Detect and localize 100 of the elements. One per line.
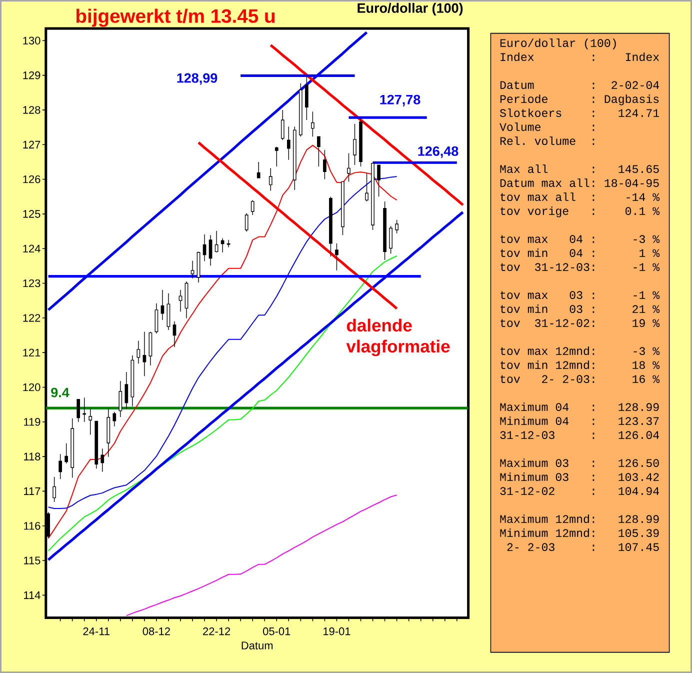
y-tick-label: 127 <box>23 140 40 148</box>
candlestick <box>100 448 104 472</box>
candlestick <box>389 226 392 254</box>
candlestick <box>124 372 128 410</box>
candlestick <box>130 354 134 407</box>
candlestick <box>299 82 302 137</box>
candlestick <box>226 240 230 248</box>
candlestick <box>395 219 398 234</box>
candlestick <box>160 289 164 320</box>
text: 31-12-02 : 104.94 <box>500 487 660 496</box>
candlestick <box>341 181 344 236</box>
candlestick <box>190 260 194 279</box>
candlestick <box>196 251 200 283</box>
candlestick <box>52 476 56 502</box>
candlestick <box>112 411 116 427</box>
candlestick <box>383 201 386 260</box>
candlestick <box>292 126 296 190</box>
text: Datum max all: 18-04-95 <box>500 178 659 188</box>
text: tov min 03 : 21 % <box>500 304 660 314</box>
candlestick <box>305 75 308 120</box>
text: Rel. volume : <box>500 136 594 146</box>
candlestick <box>365 173 368 202</box>
line-series <box>47 210 464 562</box>
y-tick-label: 114 <box>24 591 40 599</box>
text: tov 31-12-02: 19 % <box>500 319 660 328</box>
candlestick <box>268 168 272 192</box>
candlestick <box>214 230 218 253</box>
text: Maximum 04 : 128.99 <box>500 402 659 412</box>
annotation: dalende vlagformatie <box>346 318 450 356</box>
text: tov 2- 2-03: 16 % <box>500 375 660 384</box>
candlestick <box>202 234 206 262</box>
annotation: 127,78 <box>380 94 420 106</box>
x-axis-title: Datum <box>242 642 273 650</box>
candlestick <box>58 454 62 480</box>
x-tick-label: 05-01 <box>262 627 290 636</box>
text: Minimum 12mnd: 105.39 <box>500 528 659 538</box>
candlestick <box>377 164 380 197</box>
y-tick-label: 117 <box>24 487 40 495</box>
y-tick-label: 115 <box>24 556 40 564</box>
y-tick-label: 126 <box>23 175 40 184</box>
candlestick <box>256 162 260 179</box>
candlestick <box>136 340 140 364</box>
candlestick <box>172 321 176 348</box>
y-tick-label: 123 <box>23 279 40 288</box>
y-tick-label: 119 <box>24 418 40 426</box>
candlestick <box>148 331 152 366</box>
candlestick <box>286 126 290 160</box>
y-tick-label: 120 <box>23 383 40 392</box>
text: Maximum 03 : 126.50 <box>500 458 659 468</box>
text: 2- 2-03 : 107.45 <box>507 543 659 552</box>
text: Datum : 2-02-04 <box>500 81 660 90</box>
chart-subtitle: bijgewerkt t/m 13.45 u <box>76 8 274 27</box>
x-tick-label: 24-11 <box>83 627 110 636</box>
text: tov min 12mnd: 18 % <box>500 360 660 370</box>
candlestick <box>329 196 332 257</box>
text: Slotkoers : 124.71 <box>500 108 660 118</box>
text: Volume : <box>500 122 594 132</box>
text: Max all : 145.65 <box>500 164 659 174</box>
candlestick <box>142 331 146 376</box>
candlestick <box>64 443 68 464</box>
text: Periode : Dagbasis <box>500 94 659 106</box>
text: Index : Index <box>500 52 660 62</box>
candlestick <box>280 110 284 140</box>
text: Minimum 04 : 123.37 <box>500 416 659 426</box>
y-tick-label: 118 <box>24 452 40 460</box>
candlestick <box>371 162 374 230</box>
candlestick <box>118 380 122 418</box>
y-tick-label: 130 <box>23 36 40 45</box>
text: tov vorige : 0.1 % <box>500 206 660 218</box>
y-tick-label: 121 <box>23 348 40 356</box>
y-tick-label: 128 <box>23 106 40 114</box>
candlestick <box>335 243 338 271</box>
annotation: 128,99 <box>177 73 218 85</box>
text: Euro/dollar (100) <box>500 38 616 50</box>
candlestick <box>220 238 224 253</box>
candlestick <box>166 292 170 330</box>
text: tov 31-12-03: -1 % <box>500 263 660 272</box>
text: tov min 04 : 1 % <box>500 248 660 258</box>
candlestick <box>359 117 362 167</box>
y-tick-label: 129 <box>23 71 40 80</box>
x-tick-label: 22-12 <box>203 627 230 636</box>
text: tov max 04 : -3 % <box>500 235 660 244</box>
y-tick-label: 125 <box>23 210 40 218</box>
candlestick <box>208 234 212 266</box>
candlestick <box>250 200 254 216</box>
text: tov max 12mnd: -3 % <box>500 346 660 356</box>
text: 31-12-03 : 126.04 <box>500 431 660 440</box>
text: tov max 03 : -1 % <box>500 291 660 300</box>
x-tick-label: 19-01 <box>323 627 350 636</box>
x-tick-label: 08-12 <box>142 627 170 636</box>
candlestick <box>244 212 248 232</box>
y-tick-label: 124 <box>23 244 40 252</box>
candlestick <box>70 418 74 478</box>
text: Minimum 03 : 103.42 <box>500 472 659 482</box>
candlestick <box>184 281 188 319</box>
candlestick <box>154 303 158 334</box>
candlestick <box>76 399 80 422</box>
candlestick <box>178 289 182 312</box>
candlestick <box>323 149 326 180</box>
candlestick <box>317 136 320 167</box>
